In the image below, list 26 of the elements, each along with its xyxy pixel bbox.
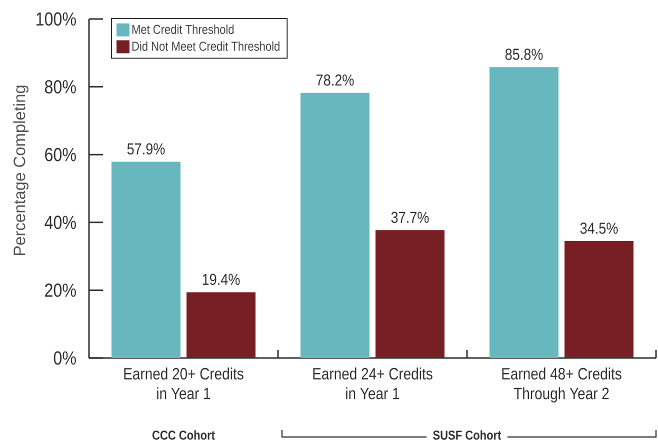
y-tick-label: 60% (45, 148, 76, 162)
bar (112, 162, 181, 358)
y-tick-label: 80% (44, 80, 76, 94)
x-tick-label: Earned 48+ Credits Through Year 2 (502, 368, 622, 403)
legend-label: Met Credit Threshold (132, 24, 234, 34)
y-tick-label: 0% (54, 351, 76, 365)
bar (490, 67, 559, 358)
y-axis-title: Percentage Completing (13, 86, 28, 256)
text: CCC Cohort (152, 430, 215, 440)
y-tick-label: 40% (44, 216, 76, 230)
data-label: 57.9% (127, 143, 165, 155)
data-label: 19.4% (202, 274, 240, 286)
bar (186, 292, 256, 358)
y-tick-label: 100% (36, 12, 76, 26)
text: SUSF Cohort (433, 430, 502, 440)
x-tick-label: Earned 20+ Credits in Year 1 (124, 368, 244, 400)
data-label: 37.7% (391, 212, 429, 223)
x-tick-label: Earned 24+ Credits in Year 1 (313, 368, 432, 400)
data-label: 78.2% (316, 74, 354, 86)
bar (300, 92, 370, 358)
data-label: 85.8% (505, 48, 543, 60)
y-tick-label: 20% (45, 283, 76, 297)
bar (376, 230, 445, 358)
bar (564, 241, 634, 358)
legend-label: Did Not Meet Credit Threshold (132, 41, 280, 51)
data-label: 34.5% (580, 222, 618, 234)
